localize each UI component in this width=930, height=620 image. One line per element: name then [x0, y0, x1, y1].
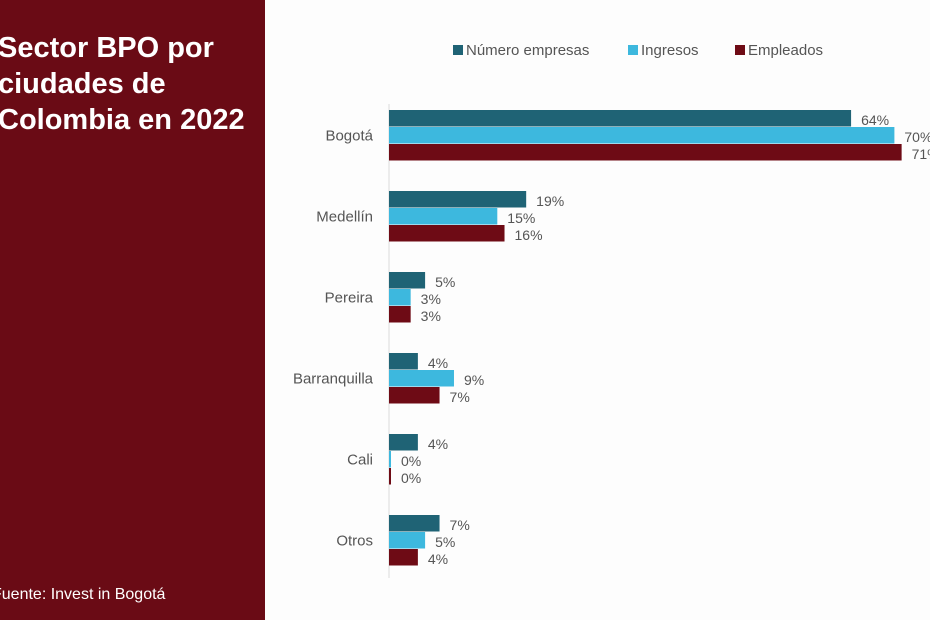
category-label: Bogotá — [325, 128, 373, 145]
bar — [389, 532, 426, 549]
data-label: 16% — [515, 227, 543, 243]
bar — [389, 515, 440, 532]
data-label: 7% — [450, 389, 470, 405]
bar — [389, 451, 391, 468]
bar — [389, 272, 426, 289]
source-note: Fuente: Invest in Bogotá — [0, 586, 166, 603]
data-label: 19% — [536, 193, 564, 209]
legend-label: Número empresas — [466, 42, 589, 59]
bar — [389, 549, 418, 566]
legend-swatch — [628, 45, 638, 55]
legend-swatch — [735, 45, 745, 55]
data-label: 70% — [904, 129, 930, 145]
title-panel: Sector BPO por ciudades de Colombia en 2… — [0, 0, 265, 620]
category-label: Otros — [336, 533, 373, 550]
bar — [389, 110, 852, 127]
bar — [389, 208, 498, 225]
category-label: Medellín — [316, 209, 373, 226]
legend-label: Empleados — [748, 42, 823, 59]
bar — [389, 289, 411, 306]
data-label: 5% — [435, 534, 455, 550]
data-label: 3% — [421, 308, 441, 324]
category-label: Cali — [347, 452, 373, 469]
bar-chart: Número empresas Ingresos Empleados Bogotá 6… — [293, 42, 930, 578]
data-label: 4% — [428, 551, 448, 567]
data-label: 64% — [861, 112, 889, 128]
data-label: 71% — [912, 146, 930, 162]
bar — [389, 191, 527, 208]
chart-title: Sector BPO por ciudades de Colombia en 2… — [0, 32, 245, 136]
data-label: 3% — [421, 291, 441, 307]
data-label: 5% — [435, 274, 455, 290]
bar — [389, 387, 440, 404]
bar — [389, 306, 411, 323]
category-label: Barranquilla — [293, 371, 374, 388]
bar — [389, 370, 454, 387]
data-label: 0% — [401, 470, 421, 486]
category-label: Pereira — [325, 290, 374, 307]
legend-label: Ingresos — [641, 42, 699, 59]
bar — [389, 434, 418, 451]
bar — [389, 144, 902, 161]
bar — [389, 468, 391, 485]
bar — [389, 353, 418, 370]
data-label: 9% — [464, 372, 484, 388]
bar — [389, 225, 505, 242]
data-label: 4% — [428, 355, 448, 371]
data-label: 7% — [450, 517, 470, 533]
legend: Número empresas Ingresos Empleados — [453, 42, 823, 59]
data-label: 4% — [428, 436, 448, 452]
data-label: 0% — [401, 453, 421, 469]
data-label: 15% — [507, 210, 535, 226]
legend-swatch — [453, 45, 463, 55]
bar — [389, 127, 895, 144]
